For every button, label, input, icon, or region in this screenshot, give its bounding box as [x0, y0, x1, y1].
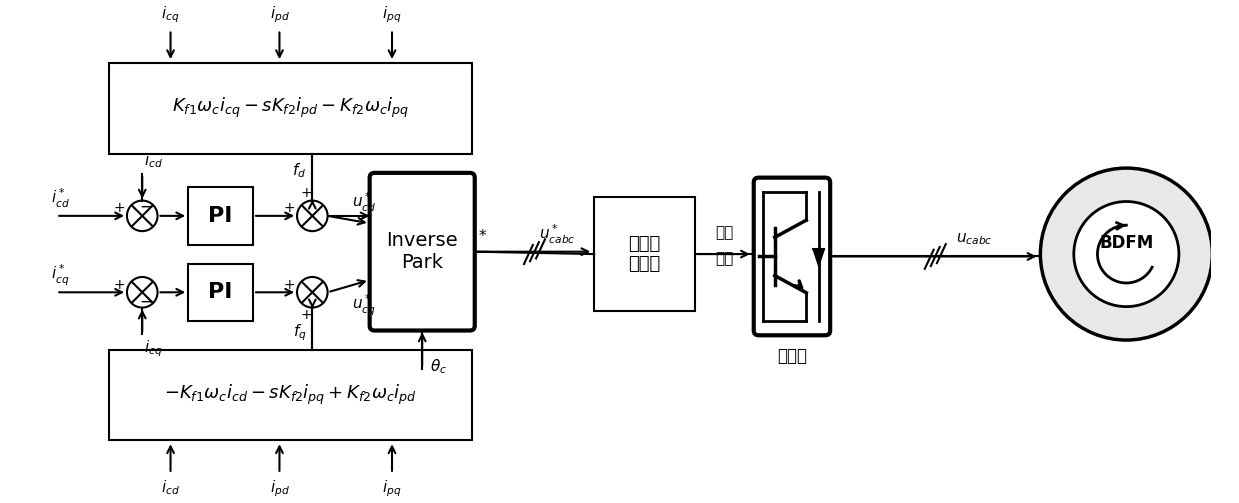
- Text: $f_d$: $f_d$: [292, 161, 306, 180]
- Text: +: +: [301, 308, 312, 322]
- Bar: [595, 197, 695, 311]
- Text: Inverse
Park: Inverse Park: [387, 231, 458, 272]
- Bar: [188, 264, 253, 321]
- Text: $i_{cq}$: $i_{cq}$: [161, 4, 180, 25]
- Text: 信号: 信号: [715, 252, 733, 267]
- Text: 变换器: 变换器: [777, 347, 807, 365]
- Text: $u_{cabc}$: $u_{cabc}$: [957, 231, 992, 247]
- Text: $K_{f1}\omega_c i_{cq} - sK_{f2}i_{pd} - K_{f2}\omega_c i_{pq}$: $K_{f1}\omega_c i_{cq} - sK_{f2}i_{pd} -…: [172, 96, 409, 121]
- Text: $u_{cq}^*$: $u_{cq}^*$: [352, 293, 375, 318]
- Text: $i_{pq}$: $i_{pq}$: [383, 478, 401, 499]
- Text: $i_{pd}$: $i_{pd}$: [270, 478, 290, 499]
- Text: −: −: [139, 197, 154, 215]
- FancyBboxPatch shape: [369, 173, 475, 330]
- Text: +: +: [301, 186, 312, 200]
- Text: $i_{pd}$: $i_{pd}$: [270, 4, 290, 25]
- Text: $i_{pq}$: $i_{pq}$: [383, 4, 401, 25]
- Text: 驱动: 驱动: [715, 225, 733, 240]
- Text: +: +: [284, 201, 295, 215]
- Text: PI: PI: [208, 282, 233, 302]
- FancyBboxPatch shape: [753, 178, 830, 336]
- Bar: [109, 350, 472, 441]
- Text: $\theta_c$: $\theta_c$: [430, 358, 447, 376]
- Text: $i_{cq}$: $i_{cq}$: [144, 338, 162, 359]
- Text: $i_{cd}$: $i_{cd}$: [144, 151, 164, 170]
- Circle shape: [1074, 202, 1178, 307]
- Circle shape: [1041, 168, 1212, 340]
- Text: +: +: [114, 201, 125, 215]
- Text: +: +: [114, 278, 125, 292]
- Text: 脉冲宽
度调制: 脉冲宽 度调制: [628, 235, 660, 274]
- Bar: [109, 63, 472, 154]
- Polygon shape: [813, 249, 824, 266]
- Text: +: +: [284, 278, 295, 292]
- Text: $f_q$: $f_q$: [292, 322, 306, 343]
- Text: $i_{cq}^*$: $i_{cq}^*$: [52, 263, 69, 288]
- Text: BDFM: BDFM: [1099, 233, 1154, 252]
- Text: $-K_{f1}\omega_c i_{cd} - sK_{f2}i_{pq} + K_{f2}\omega_c i_{pd}$: $-K_{f1}\omega_c i_{cd} - sK_{f2}i_{pq} …: [164, 383, 416, 407]
- Text: PI: PI: [208, 206, 233, 226]
- Text: $i_{cd}$: $i_{cd}$: [161, 478, 180, 497]
- Text: $u_{cabc}^*$: $u_{cabc}^*$: [539, 223, 576, 246]
- Text: $u_{cd}^*$: $u_{cd}^*$: [352, 191, 375, 214]
- Text: −: −: [139, 293, 154, 311]
- Bar: [188, 187, 253, 244]
- Text: *: *: [478, 229, 486, 244]
- Text: $i_{cd}^*$: $i_{cd}^*$: [52, 187, 71, 210]
